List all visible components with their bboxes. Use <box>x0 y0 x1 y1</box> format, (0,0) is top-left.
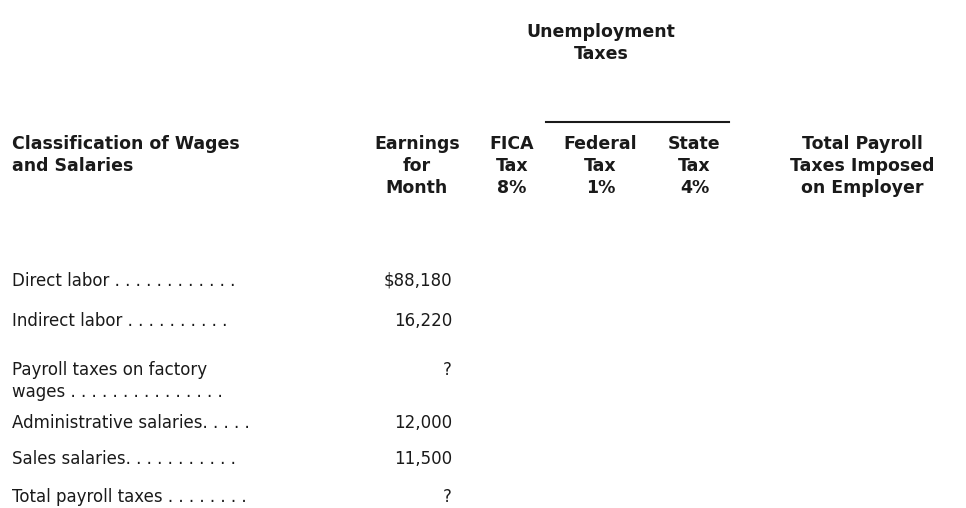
Text: Administrative salaries. . . . .: Administrative salaries. . . . . <box>12 414 249 432</box>
Text: 12,000: 12,000 <box>394 414 452 432</box>
Text: Federal
Tax
1%: Federal Tax 1% <box>563 135 638 197</box>
Text: Classification of Wages
and Salaries: Classification of Wages and Salaries <box>12 135 240 175</box>
Text: Total payroll taxes . . . . . . . .: Total payroll taxes . . . . . . . . <box>12 488 246 505</box>
Text: 11,500: 11,500 <box>394 450 452 467</box>
Text: ?: ? <box>443 488 452 505</box>
Text: ?: ? <box>443 361 452 378</box>
Text: FICA
Tax
8%: FICA Tax 8% <box>490 135 534 197</box>
Text: Direct labor . . . . . . . . . . . .: Direct labor . . . . . . . . . . . . <box>12 272 235 290</box>
Text: Earnings
for
Month: Earnings for Month <box>374 135 460 197</box>
Text: Indirect labor . . . . . . . . . .: Indirect labor . . . . . . . . . . <box>12 312 227 330</box>
Text: Total Payroll
Taxes Imposed
on Employer: Total Payroll Taxes Imposed on Employer <box>790 135 934 197</box>
Text: State
Tax
4%: State Tax 4% <box>668 135 721 197</box>
Text: Unemployment
Taxes: Unemployment Taxes <box>526 23 675 63</box>
Text: Payroll taxes on factory
wages . . . . . . . . . . . . . . .: Payroll taxes on factory wages . . . . .… <box>12 361 222 401</box>
Text: Sales salaries. . . . . . . . . . .: Sales salaries. . . . . . . . . . . <box>12 450 236 467</box>
Text: 16,220: 16,220 <box>394 312 452 330</box>
Text: $88,180: $88,180 <box>384 272 452 290</box>
